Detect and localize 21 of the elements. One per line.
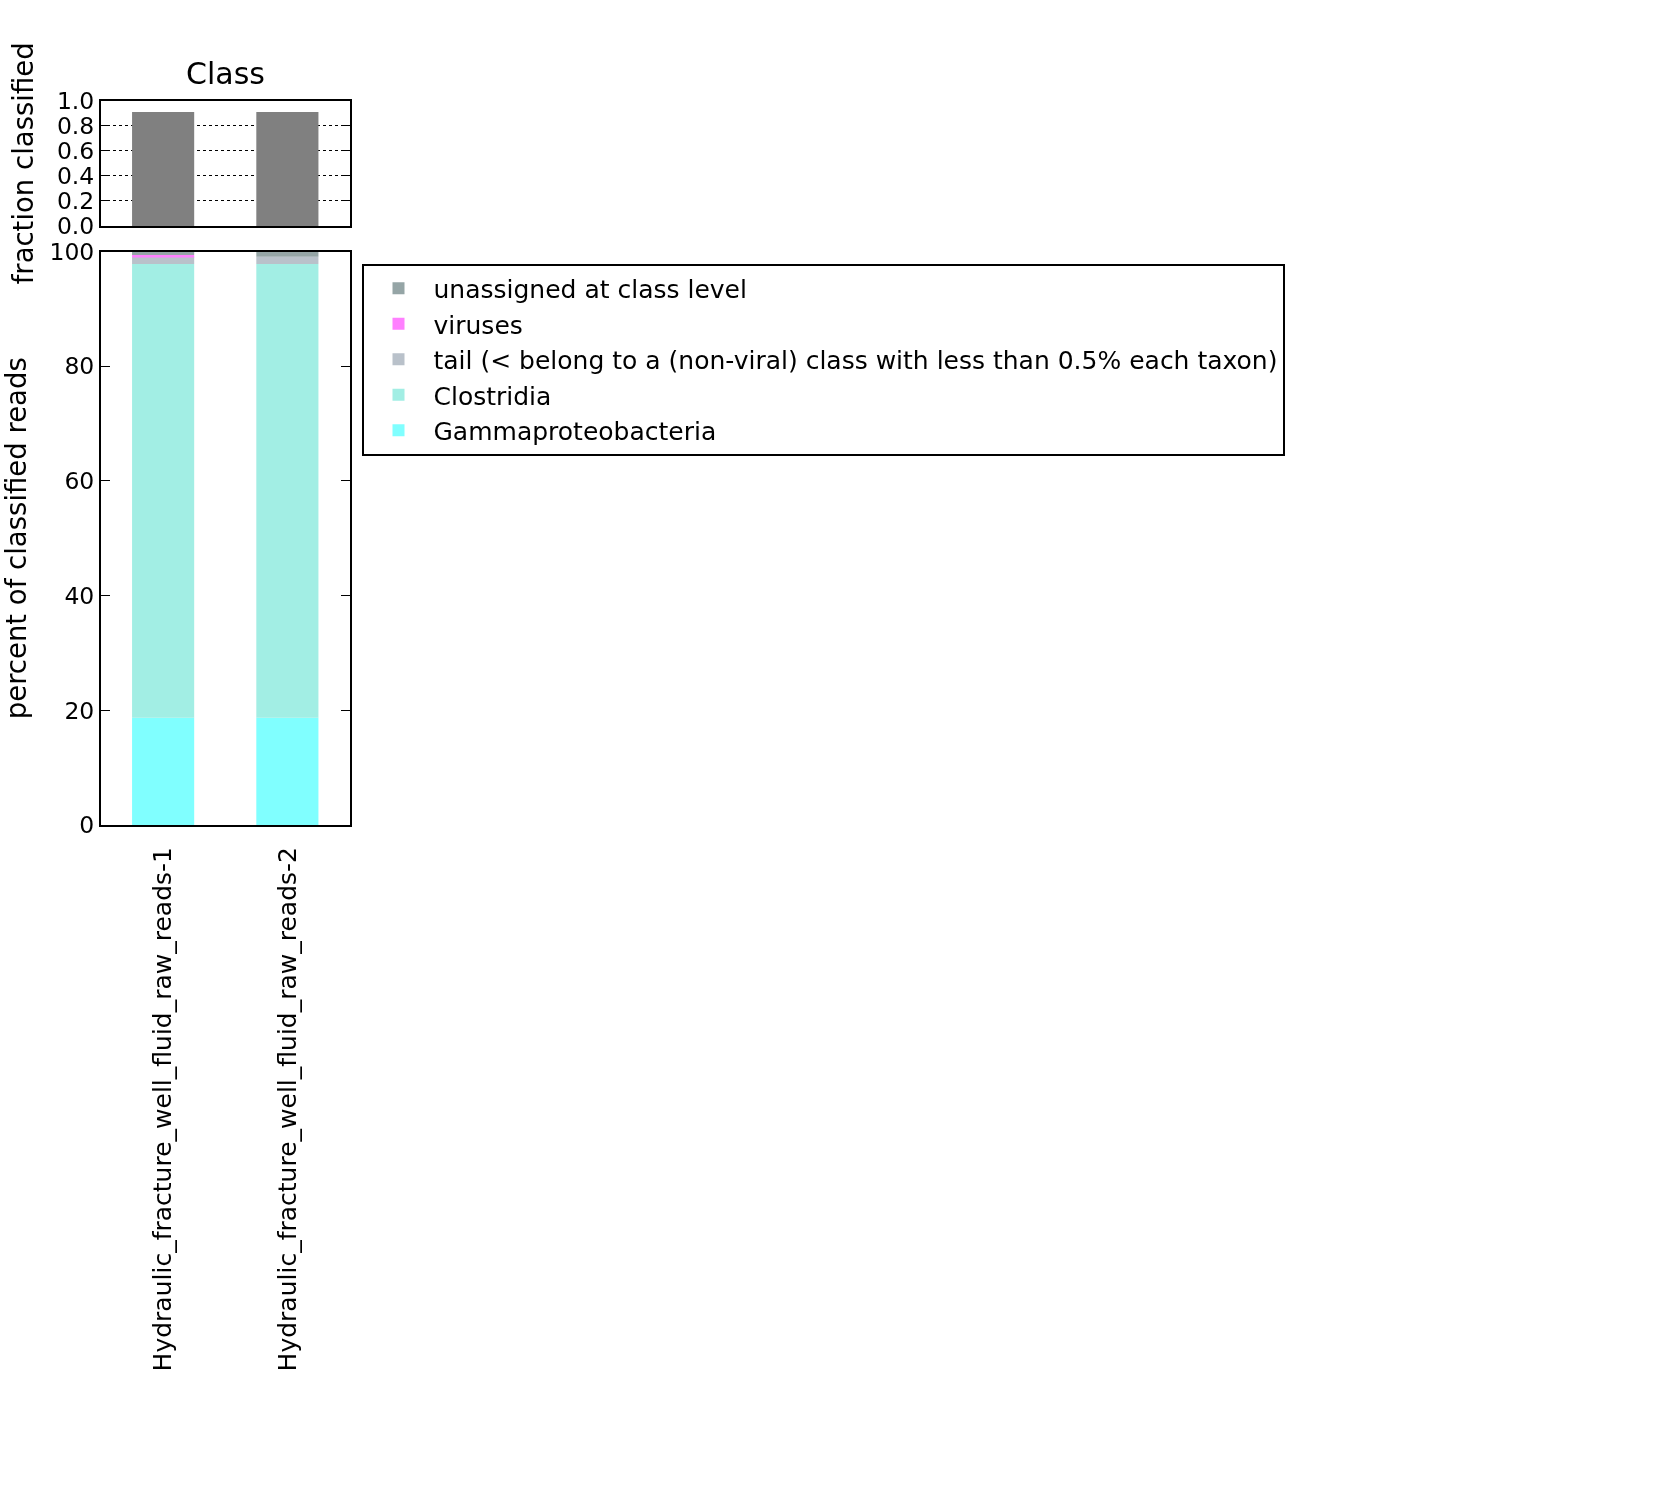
bar [256,256,319,265]
bar [132,717,195,825]
y-axis-title: fraction classified [7,42,40,285]
y-axis-title: percent of classified reads [0,357,32,720]
y-tick-label: 60 [64,467,95,496]
bar [256,251,319,257]
chart-title: Class [186,56,265,91]
legend-label: tail (< belong to a (non-viral) class with less than 0.5% each taxon) [433,346,1278,375]
bar [256,717,319,825]
bar [132,264,195,718]
y-tick-label: 40 [64,581,95,610]
y-tick-label: 0 [79,811,95,840]
y-tick-label: 80 [64,352,95,381]
x-tick-label: Hydraulic_fracture_well_fluid_raw_reads-2 [272,847,302,1372]
legend-label: unassigned at class level [433,275,747,304]
legend-label: Gammaproteobacteria [433,417,717,446]
bar [256,264,319,718]
y-tick-label: 20 [64,696,95,725]
legend-label: viruses [433,310,523,340]
x-tick-label: Hydraulic_fracture_well_fluid_raw_reads-1 [148,847,178,1372]
legend-label: Clostridia [433,381,552,411]
